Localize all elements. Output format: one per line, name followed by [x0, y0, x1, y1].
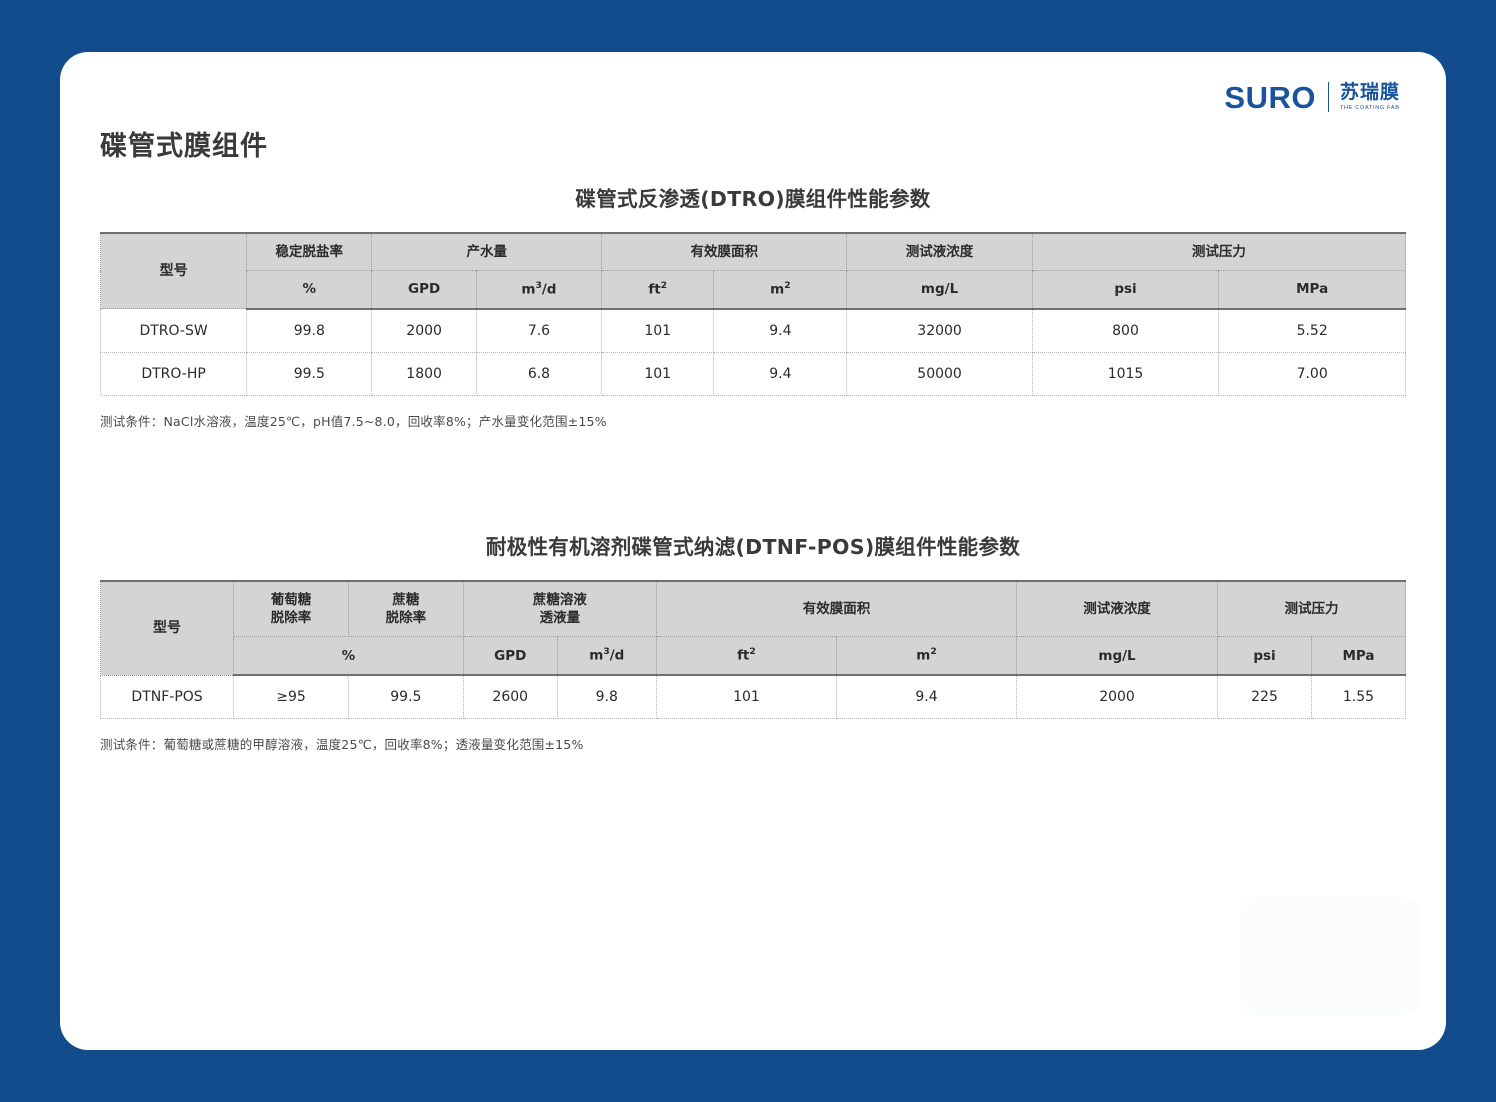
header-model: 型号 [99, 580, 235, 676]
header-group-test-pressure: 测试压力 [1217, 580, 1406, 638]
header-unit-mpa: MPa [1310, 636, 1407, 677]
cell-value: 1.55 [1310, 674, 1407, 720]
page-card: SURO 苏瑞膜 THE COATING FAB 碟管式膜组件 碟管式反渗透(D… [60, 52, 1446, 1050]
cell-value: 225 [1217, 674, 1312, 720]
section-title-dtnf: 耐极性有机溶剂碟管式纳滤(DTNF-POS)膜组件性能参数 [485, 534, 1021, 559]
table-row: DTNF-POS ≥95 99.5 2600 9.8 101 9.4 2000 … [99, 674, 1407, 720]
table-dtro: 型号 稳定脱盐率 产水量 有效膜面积 测试液浓度 测试压力 % GPD m3/d… [99, 232, 1407, 396]
header-group-test-concentration: 测试液浓度 [846, 232, 1033, 272]
header-permeate-line2: 透液量 [539, 610, 581, 627]
cell-model: DTNF-POS [99, 674, 235, 720]
header-sucrose-line1: 蔗糖 [392, 591, 420, 608]
cell-value: 101 [601, 351, 715, 396]
cell-value: 2600 [462, 674, 558, 720]
cell-value: 9.4 [713, 351, 848, 396]
table-dtnf: 型号 葡萄糖 脱除率 蔗糖 脱除率 蔗糖溶液 透液量 [99, 580, 1407, 720]
header-unit-m3d: m3/d [556, 636, 657, 677]
section-title-dtro: 碟管式反渗透(DTRO)膜组件性能参数 [575, 187, 931, 211]
table-row: DTRO-SW 99.8 2000 7.6 101 9.4 32000 800 … [99, 308, 1406, 353]
header-group-test-pressure: 测试压力 [1031, 232, 1407, 272]
header-glucose-line2: 脱除率 [270, 610, 312, 627]
table-dtnf-note: 测试条件：葡萄糖或蔗糖的甲醇溶液，温度25℃，回收率8%；透液量变化范围±15% [100, 737, 584, 753]
cell-value: 5.52 [1218, 308, 1406, 353]
cell-value: 800 [1031, 308, 1220, 353]
header-group-membrane-area: 有效膜面积 [655, 580, 1018, 638]
cell-value: 7.6 [475, 308, 603, 353]
header-sucrose-line2: 脱除率 [385, 610, 427, 627]
cell-value: 50000 [846, 351, 1033, 396]
header-unit-ft2: ft2 [601, 270, 715, 310]
cell-value: 9.4 [713, 308, 848, 353]
header-model: 型号 [99, 232, 248, 310]
cell-value: 99.5 [347, 674, 464, 720]
header-unit-gpd: GPD [462, 636, 558, 677]
header-group-sucrose-permeate: 蔗糖溶液 透液量 [462, 580, 657, 638]
header-unit-psi: psi [1031, 270, 1220, 310]
header-permeate-line1: 蔗糖溶液 [532, 591, 587, 608]
table-dtro-header-row-1: 型号 稳定脱盐率 产水量 有效膜面积 测试液浓度 测试压力 [99, 232, 1407, 310]
table-dtnf-body: DTNF-POS ≥95 99.5 2600 9.8 101 9.4 2000 … [99, 674, 1407, 720]
logo-wordmark: SURO [1224, 79, 1316, 115]
logo-chinese-block: 苏瑞膜 THE COATING FAB [1339, 80, 1400, 112]
header-group-glucose-rejection: 葡萄糖 脱除率 [233, 580, 349, 638]
header-group-permeate-flow: 产水量 [371, 232, 603, 272]
header-unit-gpd: GPD [371, 270, 477, 310]
header-unit-mgl: mg/L [1016, 636, 1219, 677]
header-unit-psi: psi [1217, 636, 1312, 677]
header-glucose-line1: 葡萄糖 [270, 591, 312, 608]
header-group-membrane-area: 有效膜面积 [601, 232, 848, 272]
cell-value: 99.8 [246, 308, 373, 353]
cell-value: 6.8 [475, 351, 603, 396]
cell-value: 9.8 [556, 674, 657, 720]
cell-value: 2000 [371, 308, 477, 353]
section-dtnf: 耐极性有机溶剂碟管式纳滤(DTNF-POS)膜组件性能参数 型号 [99, 530, 1407, 753]
content-area: 碟管式反渗透(DTRO)膜组件性能参数 型号 稳定脱盐率 [99, 182, 1407, 753]
logo-chinese-name: 苏瑞膜 [1339, 80, 1400, 103]
page-title: 碟管式膜组件 [100, 131, 268, 162]
cell-value: 1015 [1031, 351, 1220, 396]
header-group-sucrose-rejection: 蔗糖 脱除率 [347, 580, 464, 638]
header-unit-m3d: m3/d [475, 270, 603, 310]
table-dtnf-head: 型号 葡萄糖 脱除率 蔗糖 脱除率 蔗糖溶液 透液量 [99, 580, 1407, 677]
cell-value: 2000 [1016, 674, 1219, 720]
cell-value: 7.00 [1218, 351, 1406, 396]
header-unit-mgl: mg/L [846, 270, 1033, 310]
cell-value: 99.5 [246, 351, 373, 396]
header-unit-percent: % [233, 636, 464, 677]
table-row: DTRO-HP 99.5 1800 6.8 101 9.4 50000 1015… [99, 351, 1406, 396]
header-unit-mpa: MPa [1218, 270, 1406, 310]
table-dtnf-header-row-1: 型号 葡萄糖 脱除率 蔗糖 脱除率 蔗糖溶液 透液量 [99, 580, 1406, 676]
table-dtro-head: 型号 稳定脱盐率 产水量 有效膜面积 测试液浓度 测试压力 % GPD m3/d… [99, 232, 1407, 310]
cell-value: 1800 [371, 351, 477, 396]
brand-logo: SURO 苏瑞膜 THE COATING FAB [1224, 76, 1400, 118]
cell-value: 32000 [846, 308, 1033, 353]
header-group-test-concentration: 测试液浓度 [1016, 580, 1219, 638]
table-dtro-header-row-2: % GPD m3/d ft2 m2 mg/L psi MPa [101, 270, 1406, 310]
table-dtnf-header-row-2: % GPD m3/d ft2 m2 mg/L psi MPa [101, 636, 1407, 677]
cell-model: DTRO-HP [99, 351, 248, 396]
cell-value: 9.4 [835, 674, 1018, 720]
logo-tagline: THE COATING FAB [1339, 104, 1400, 111]
section-dtro: 碟管式反渗透(DTRO)膜组件性能参数 型号 稳定脱盐率 [99, 182, 1407, 430]
header-unit-m2: m2 [713, 270, 848, 310]
logo-divider [1327, 82, 1329, 112]
cell-model: DTRO-SW [99, 308, 248, 353]
watermark-shape [1240, 896, 1420, 1016]
cell-value: ≥95 [233, 674, 349, 720]
cell-value: 101 [655, 674, 837, 720]
table-dtro-body: DTRO-SW 99.8 2000 7.6 101 9.4 32000 800 … [99, 308, 1406, 396]
header-unit-percent: % [246, 270, 373, 310]
cell-value: 101 [601, 308, 715, 353]
header-unit-ft2: ft2 [655, 636, 837, 677]
table-dtro-note: 测试条件：NaCl水溶液，温度25℃，pH值7.5~8.0，回收率8%；产水量变… [100, 413, 607, 429]
header-group-salt-rejection: 稳定脱盐率 [246, 232, 373, 272]
header-unit-m2: m2 [835, 636, 1018, 677]
